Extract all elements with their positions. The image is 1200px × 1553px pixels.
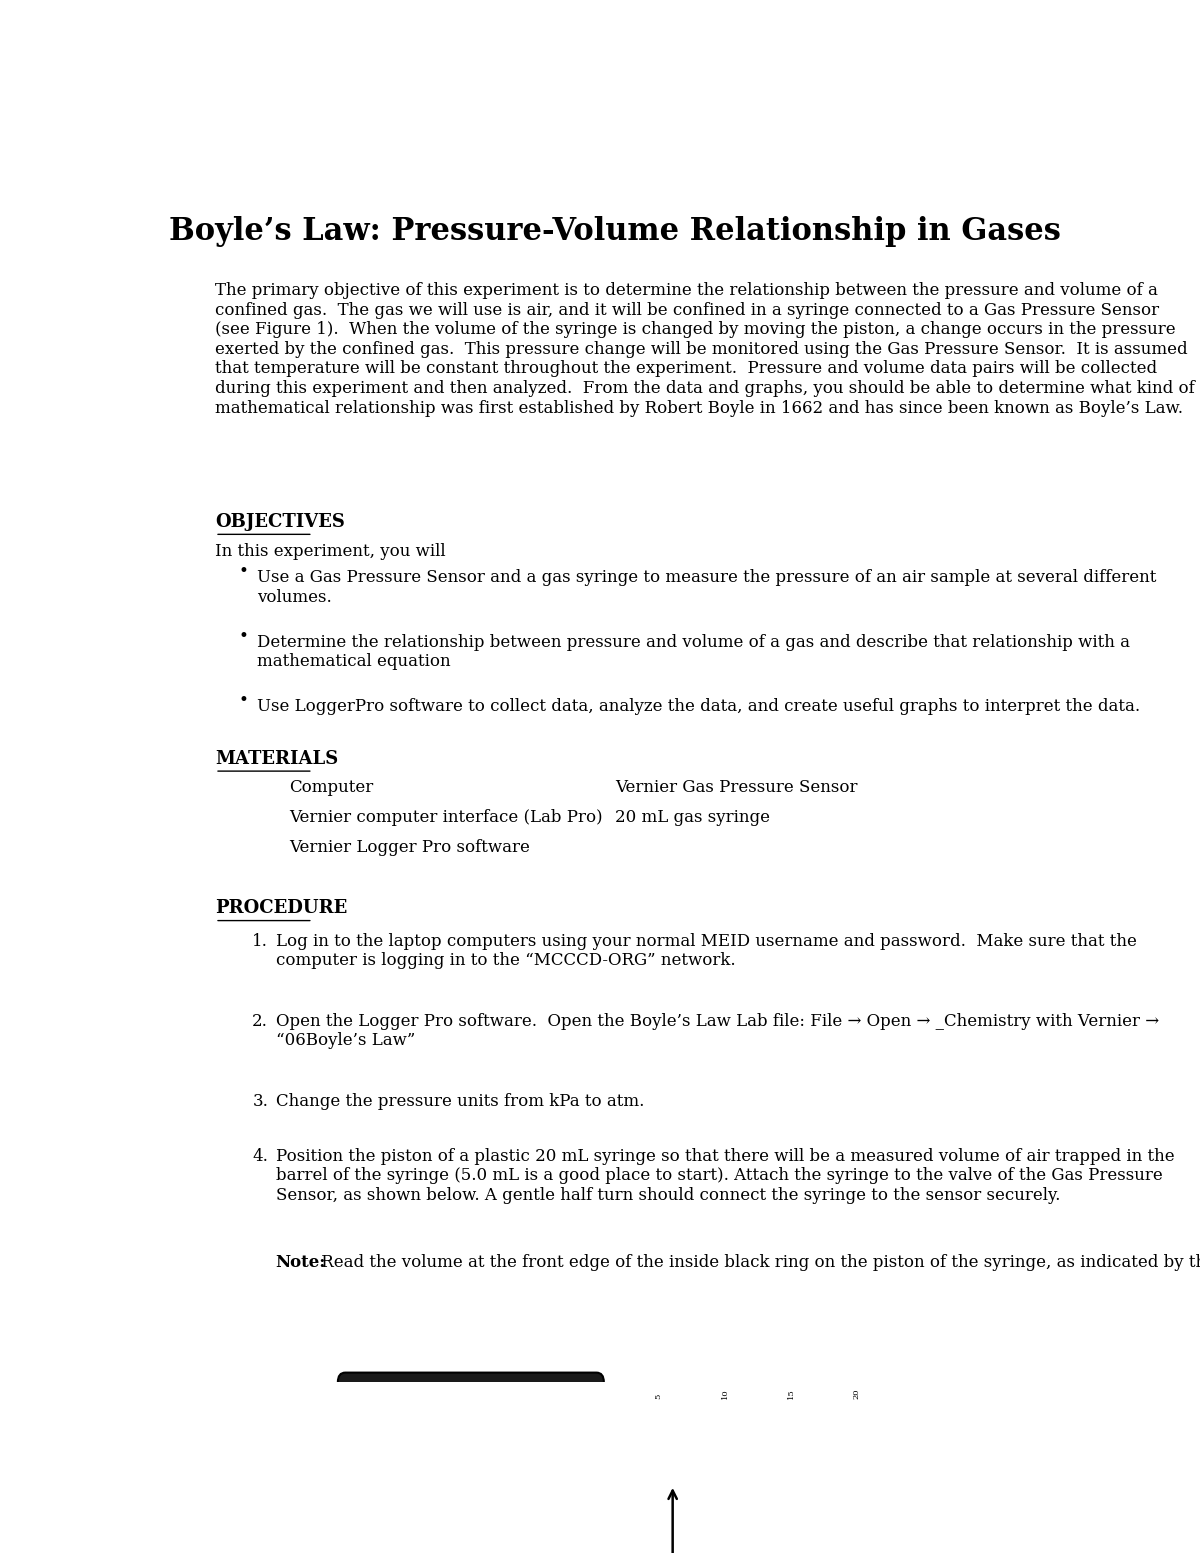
Text: Note:: Note:	[276, 1255, 326, 1272]
Text: 3.: 3.	[252, 1093, 268, 1110]
Text: Vernier computer interface (Lab Pro): Vernier computer interface (Lab Pro)	[289, 809, 604, 826]
Text: Position the piston of a plastic 20 mL syringe so that there will be a measured : Position the piston of a plastic 20 mL s…	[276, 1148, 1174, 1204]
Text: •: •	[239, 627, 248, 644]
Text: Determine the relationship between pressure and volume of a gas and describe tha: Determine the relationship between press…	[257, 634, 1130, 671]
Text: OBJECTIVES: OBJECTIVES	[215, 512, 344, 531]
Text: Open the Logger Pro software.  Open the Boyle’s Law Lab file: File → Open → _Che: Open the Logger Pro software. Open the B…	[276, 1013, 1159, 1050]
Text: PROCEDURE: PROCEDURE	[215, 899, 347, 918]
Ellipse shape	[946, 1398, 1015, 1486]
Text: 15: 15	[787, 1388, 794, 1399]
Text: 20: 20	[853, 1388, 860, 1399]
Text: •: •	[239, 693, 248, 710]
Text: Vernier Gas Pressure Sensor: Vernier Gas Pressure Sensor	[616, 780, 858, 797]
Text: 5: 5	[655, 1393, 662, 1399]
Text: Vernier Logger Pro software: Vernier Logger Pro software	[289, 839, 530, 856]
Text: •: •	[239, 564, 248, 579]
Text: MATERIALS: MATERIALS	[215, 750, 338, 767]
Text: Log in to the laptop computers using your normal MEID username and password.  Ma: Log in to the laptop computers using you…	[276, 932, 1136, 969]
Text: Use LoggerPro software to collect data, analyze the data, and create useful grap: Use LoggerPro software to collect data, …	[257, 699, 1140, 716]
Text: In this experiment, you will: In this experiment, you will	[215, 542, 445, 559]
Bar	[894, 1396, 946, 1488]
Bar	[624, 1432, 636, 1452]
Text: 20 mL gas syringe: 20 mL gas syringe	[616, 809, 770, 826]
Text: 10: 10	[721, 1388, 728, 1399]
Text: 4.: 4.	[252, 1148, 268, 1165]
Text: Gas Pressure
Sensor: Gas Pressure Sensor	[434, 1432, 506, 1452]
Text: Boyle’s Law: Pressure-Volume Relationship in Gases: Boyle’s Law: Pressure-Volume Relationshi…	[169, 216, 1061, 247]
Bar	[596, 1426, 624, 1458]
Text: Computer: Computer	[289, 780, 373, 797]
FancyBboxPatch shape	[338, 1373, 604, 1511]
Text: Read the volume at the front edge of the inside black ring on the piston of the : Read the volume at the front edge of the…	[317, 1255, 1200, 1272]
Text: Change the pressure units from kPa to atm.: Change the pressure units from kPa to at…	[276, 1093, 644, 1110]
Text: 2.: 2.	[252, 1013, 268, 1030]
Text: 1.: 1.	[252, 932, 268, 949]
Text: Use a Gas Pressure Sensor and a gas syringe to measure the pressure of an air sa: Use a Gas Pressure Sensor and a gas syri…	[257, 568, 1157, 606]
Bar	[636, 1405, 894, 1478]
Text: The primary objective of this experiment is to determine the relationship betwee: The primary objective of this experiment…	[215, 283, 1195, 416]
